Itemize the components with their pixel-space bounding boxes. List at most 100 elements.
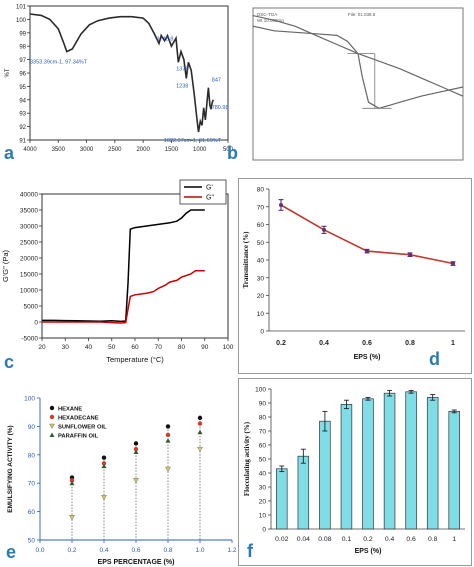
peak-annotation: 847 <box>212 78 221 84</box>
bar <box>319 420 331 530</box>
panel-c-rheology: -5000 0 5000 10000 15000 20000 25000 30000 35000… <box>0 172 237 372</box>
peak-annotation: 1718.8 <box>157 37 174 43</box>
peak-annotation: 3353.39cm-1, 97.34%T <box>30 60 88 66</box>
panel-letter-b: b <box>227 143 238 163</box>
bar <box>448 411 460 530</box>
data-point <box>279 202 283 207</box>
legend-marker <box>49 423 55 429</box>
x-tick-label: 1000 <box>193 147 207 153</box>
peak-annotation: 1238 <box>176 83 188 89</box>
peak-annotation: 1378 <box>176 66 188 72</box>
y-tick-label: 10000 <box>20 288 38 295</box>
x-tick-label: 0.0 <box>35 547 44 554</box>
y-tick-label: 35000 <box>20 208 38 215</box>
data-point-3 <box>69 480 75 486</box>
data-point <box>408 252 412 257</box>
y-axis-label: G'G" (Pa) <box>1 249 10 282</box>
plot-frame <box>29 5 229 141</box>
x-tick-label: 4000 <box>23 147 37 153</box>
bar <box>383 392 396 530</box>
x-tick-label: 0.6 <box>131 547 140 554</box>
y-tick-label: 91 <box>19 139 26 145</box>
y-tick-label: 10 <box>259 513 267 520</box>
legend-box <box>179 179 227 205</box>
panel-letter-c: c <box>4 352 15 372</box>
panel-a-ftir: 101 100 99 98 97 96 95 94 93 92 91 4000 3500 3000 2500… <box>0 0 237 168</box>
y-tick-label: 40 <box>257 258 265 265</box>
header-left-text: DSC-TGA <box>257 12 277 17</box>
x-tick-label: 0.4 <box>319 340 329 347</box>
legend-label: G' <box>206 185 213 192</box>
legend-label: PARAFFIN OIL <box>58 434 99 440</box>
y-tick-label: 80 <box>257 187 265 194</box>
y-axis-label: EMULSIFYING ACTIVITY (%) <box>7 425 14 512</box>
y-tick-label: 80 <box>28 452 36 459</box>
x-tick-label: 0.8 <box>163 547 172 554</box>
y-tick-label: 30000 <box>20 224 38 231</box>
panel-e-emulsifying: 50 60 70 80 90 100 0.0 0.2 0.4 0.6 0.8 1.0 1.2 EPS PE… <box>0 378 237 567</box>
y-tick-label: 80 <box>259 415 267 422</box>
y-tick-label: 93 <box>19 112 26 118</box>
plot-frame <box>252 7 464 161</box>
y-tick-label: 98 <box>19 45 26 51</box>
x-tick-label: 60 <box>131 344 139 351</box>
x-tick-label: 0.2 <box>276 340 286 347</box>
y-tick-label: 30 <box>257 275 265 282</box>
emulsifying-chart: 50 60 70 80 90 100 0.0 0.2 0.4 0.6 0.8 1.0 1.2 EPS PE… <box>7 396 237 567</box>
y-axis-label: %T <box>5 68 11 77</box>
x-tick-label: 3000 <box>80 147 94 153</box>
series-line-g-prime <box>42 209 205 323</box>
x-tick-label: 2500 <box>108 147 122 153</box>
transmittance-chart: 0 10 20 30 40 50 60 70 80 0.2 0.4 0.6 0.8 1 EPS (%) Tra… <box>242 187 465 361</box>
header-left-text: Wt 10.000mg <box>257 18 284 23</box>
y-tick-label: 95 <box>19 85 26 91</box>
header-right-text: File: 01.038.5 <box>348 12 376 17</box>
series-line-g-double-prime <box>42 270 205 324</box>
x-tick-label: 0.8 <box>405 340 415 347</box>
y-tick-label: 25000 <box>20 240 38 247</box>
plot-frame <box>41 193 229 339</box>
y-tick-label: 99 <box>19 31 26 37</box>
x-tick-label: 2000 <box>136 147 150 153</box>
data-point-2 <box>133 478 139 484</box>
bar <box>426 397 439 530</box>
ftir-chart: 101 100 99 98 97 96 95 94 93 92 91 4000 3500 3000 2500… <box>5 5 234 154</box>
data-point-3 <box>197 429 203 435</box>
y-tick-label: 5000 <box>24 304 39 311</box>
y-tick-label: 50 <box>28 538 36 545</box>
legend-label: G" <box>206 195 214 202</box>
y-tick-label: 50 <box>259 457 267 464</box>
y-tick-label: 92 <box>19 125 26 131</box>
y-tick-label: 96 <box>19 72 26 78</box>
y-tick-label: 94 <box>19 98 26 104</box>
x-axis-label: EPS PERCENTAGE (%) <box>98 559 175 566</box>
y-tick-label: 20000 <box>20 256 38 263</box>
data-point-1 <box>197 421 203 426</box>
data-point-2 <box>197 446 203 453</box>
x-tick-label: 0.08 <box>318 536 331 543</box>
peak-annotation: 780.98 <box>212 105 229 111</box>
y-tick-label: 90 <box>259 401 267 408</box>
x-tick-label: 1 <box>451 340 455 347</box>
legend-marker <box>49 432 55 437</box>
y-tick-label: 60 <box>28 509 36 516</box>
panel-letter-d: d <box>429 349 440 369</box>
data-point-2 <box>101 495 107 501</box>
y-tick-label: 100 <box>16 18 27 24</box>
y-tick-label: 20 <box>257 293 265 300</box>
panel-letter-e: e <box>6 542 17 562</box>
x-axis-label: EPS (%) <box>355 548 382 555</box>
x-tick-label: 500 <box>223 147 234 153</box>
rheology-chart: -5000 0 5000 10000 15000 20000 25000 30000 35000… <box>1 179 234 364</box>
y-axis-label: Transmittance (%) <box>242 231 250 288</box>
x-tick-label: 0.6 <box>406 536 416 543</box>
bar <box>297 455 310 530</box>
y-tick-label: 50 <box>257 240 265 247</box>
ftir-spectrum-line <box>29 13 215 133</box>
y-axis-label: Flocculating activity (%) <box>243 421 251 496</box>
x-tick-label: 0.1 <box>342 536 352 543</box>
x-tick-label: 0.4 <box>99 547 108 554</box>
y-tick-label: 100 <box>255 387 266 394</box>
panel-b-thermal: DSC-TGA Wt 10.000mg File: 01.038.5 b <box>227 0 474 168</box>
